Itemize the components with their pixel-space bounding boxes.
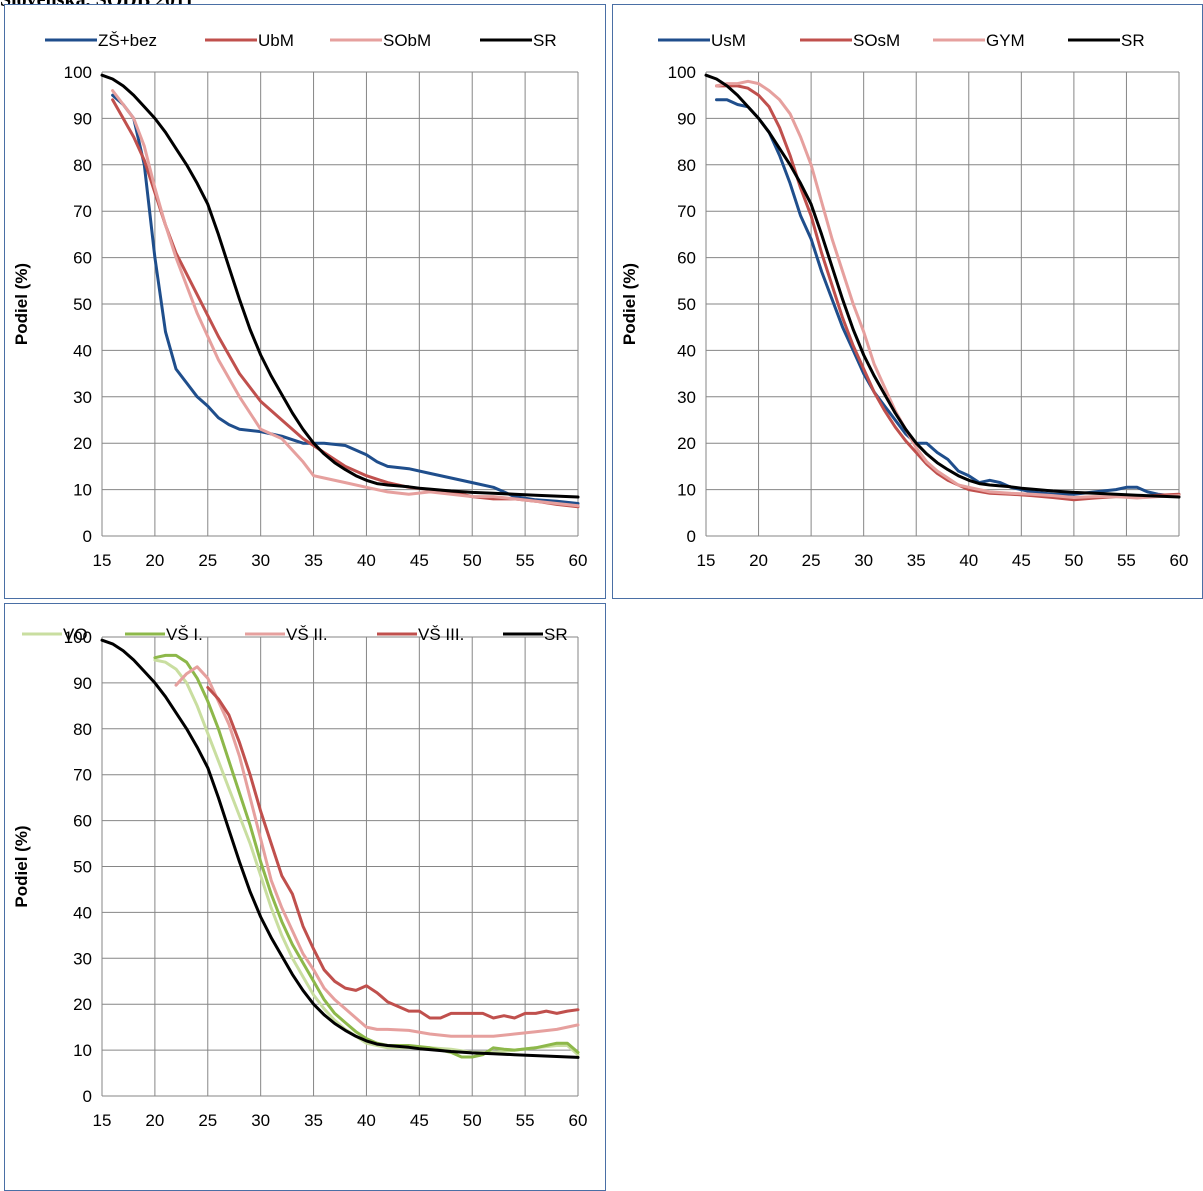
y-tick-label: 40	[73, 903, 92, 922]
legend-label: VŠ III.	[418, 625, 464, 644]
x-tick-label: 35	[907, 551, 926, 570]
x-tick-label: 30	[854, 551, 873, 570]
y-tick-label: 20	[73, 995, 92, 1014]
y-tick-label: 70	[73, 202, 92, 221]
x-tick-label: 20	[749, 551, 768, 570]
line-chart: 15 20 25 30 35 40 45 50 55 60 0 10 20 30 40 50 60 70 80 90 1…	[620, 31, 1189, 570]
x-tick-label: 50	[463, 1111, 482, 1130]
y-tick-label: 40	[73, 341, 92, 360]
y-tick-label: 50	[73, 858, 92, 877]
line-chart: 15 20 25 30 35 40 45 50 55 60 0 10 20 30 40 50 60 70 80 90 1…	[12, 31, 588, 570]
y-tick-label: 70	[677, 202, 696, 221]
x-tick-label: 40	[357, 551, 376, 570]
x-tick-label: 60	[569, 1111, 588, 1130]
x-tick-label: 20	[145, 1111, 164, 1130]
x-tick-label: 15	[93, 1111, 112, 1130]
line-chart: 15 20 25 30 35 40 45 50 55 60 0 10 20 30 40 50 60 70 80 90 1…	[12, 625, 588, 1130]
x-tick-label: 30	[251, 551, 270, 570]
x-tick-label: 35	[304, 1111, 323, 1130]
legend-label: SOsM	[853, 31, 900, 50]
y-axis-label: Podiel (%)	[12, 825, 31, 907]
x-tick-label: 55	[516, 1111, 535, 1130]
series-line	[206, 686, 580, 1020]
legend-label: UsM	[711, 31, 746, 50]
chart-panel-3: 15 20 25 30 35 40 45 50 55 60 0 10 20 30 40 50 60 70 80 90 1…	[4, 603, 606, 1191]
x-tick-label: 45	[410, 551, 429, 570]
x-tick-label: 45	[1012, 551, 1031, 570]
legend-label: SR	[544, 625, 568, 644]
series-line	[111, 93, 580, 505]
chart-panel-1: 15 20 25 30 35 40 45 50 55 60 0 10 20 30 40 50 60 70 80 90 1…	[4, 4, 606, 599]
legend-label: UbM	[258, 31, 294, 50]
y-tick-label: 0	[687, 527, 696, 546]
chart-panel-2: 15 20 25 30 35 40 45 50 55 60 0 10 20 30 40 50 60 70 80 90 1…	[612, 4, 1203, 599]
x-tick-label: 15	[93, 551, 112, 570]
y-tick-label: 90	[677, 109, 696, 128]
y-tick-label: 80	[677, 156, 696, 175]
legend-label: SObM	[383, 31, 431, 50]
y-tick-label: 10	[677, 481, 696, 500]
series-line	[111, 89, 580, 508]
series-line	[704, 73, 1181, 499]
series-line	[174, 665, 580, 1038]
x-tick-label: 50	[1064, 551, 1083, 570]
x-tick-label: 50	[463, 551, 482, 570]
y-tick-label: 60	[73, 812, 92, 831]
y-tick-label: 30	[73, 388, 92, 407]
y-tick-label: 50	[73, 295, 92, 314]
legend-label: SR	[533, 31, 557, 50]
x-tick-label: 25	[198, 1111, 217, 1130]
y-axis-label: Podiel (%)	[620, 263, 639, 345]
y-tick-label: 20	[677, 434, 696, 453]
series-line	[715, 84, 1181, 502]
x-tick-label: 40	[357, 1111, 376, 1130]
y-tick-label: 30	[677, 388, 696, 407]
x-tick-label: 60	[1170, 551, 1189, 570]
legend-label: GYM	[986, 31, 1025, 50]
legend-label: VO	[63, 625, 88, 644]
y-tick-label: 80	[73, 156, 92, 175]
y-tick-label: 0	[83, 1087, 92, 1106]
legend-label: VŠ I.	[166, 625, 203, 644]
x-tick-label: 60	[569, 551, 588, 570]
x-tick-label: 25	[802, 551, 821, 570]
y-tick-label: 90	[73, 674, 92, 693]
y-tick-label: 20	[73, 434, 92, 453]
legend-label: SR	[1121, 31, 1145, 50]
y-tick-label: 70	[73, 766, 92, 785]
x-tick-label: 25	[198, 551, 217, 570]
y-tick-label: 60	[677, 249, 696, 268]
x-tick-label: 55	[516, 551, 535, 570]
y-tick-label: 80	[73, 720, 92, 739]
y-axis-label: Podiel (%)	[12, 263, 31, 345]
x-tick-label: 15	[697, 551, 716, 570]
y-tick-label: 40	[677, 341, 696, 360]
legend-label: ZŠ+bez	[98, 31, 157, 50]
y-tick-label: 90	[73, 109, 92, 128]
y-tick-label: 50	[677, 295, 696, 314]
x-tick-label: 35	[304, 551, 323, 570]
y-tick-label: 100	[668, 63, 696, 82]
y-tick-label: 10	[73, 1041, 92, 1060]
y-tick-label: 100	[64, 628, 92, 647]
legend-label: VŠ II.	[286, 625, 328, 644]
y-tick-label: 0	[83, 527, 92, 546]
x-tick-label: 55	[1117, 551, 1136, 570]
y-tick-label: 10	[73, 481, 92, 500]
x-tick-label: 20	[145, 551, 164, 570]
y-tick-label: 60	[73, 249, 92, 268]
series-line	[100, 73, 580, 499]
x-tick-label: 40	[959, 551, 978, 570]
y-tick-label: 100	[64, 63, 92, 82]
y-tick-label: 30	[73, 949, 92, 968]
x-tick-label: 45	[410, 1111, 429, 1130]
series-line	[100, 638, 580, 1059]
series-line	[153, 653, 580, 1059]
x-tick-label: 30	[251, 1111, 270, 1130]
